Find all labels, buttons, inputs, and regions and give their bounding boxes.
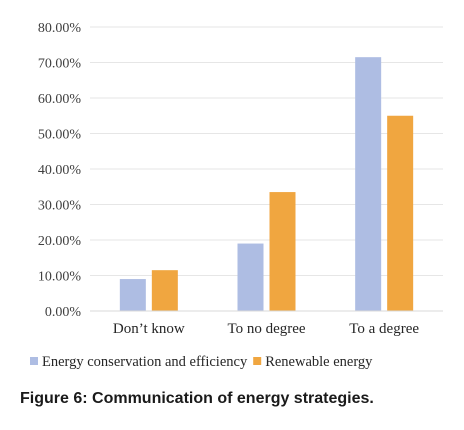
bar-conservation: [237, 243, 264, 311]
bars: [119, 57, 414, 311]
y-tick-label: 80.00%: [38, 21, 82, 36]
bar-chart: 0.00% 10.00% 20.00% 30.00% 40.00% 50.00% 60.00…: [30, 21, 443, 370]
y-tick-label: 60.00%: [38, 92, 82, 107]
legend-swatch: [253, 357, 262, 365]
bar-conservation: [355, 57, 382, 311]
bar-conservation: [119, 279, 146, 311]
y-tick-label: 20.00%: [38, 234, 82, 249]
bar-renewable: [269, 192, 296, 311]
bar-renewable: [387, 115, 414, 311]
y-tick-label: 30.00%: [38, 199, 82, 214]
x-category-label: To no degree: [227, 321, 305, 337]
y-tick-label: 0.00%: [45, 305, 82, 320]
legend-label: Energy conservation and efficiency: [42, 354, 248, 370]
figure-caption: Figure 6: Communication of energy strate…: [20, 390, 374, 407]
bar-renewable: [151, 270, 178, 311]
y-axis-tick-labels: 0.00% 10.00% 20.00% 30.00% 40.00% 50.00% 60.00…: [38, 21, 82, 320]
y-tick-label: 10.00%: [38, 270, 82, 285]
gridlines: [90, 26, 443, 276]
legend-swatch: [30, 357, 38, 365]
y-tick-label: 50.00%: [38, 128, 82, 143]
legend: Energy conservation and efficiency Renewa…: [30, 354, 373, 370]
y-tick-label: 40.00%: [38, 163, 82, 178]
x-category-label: Don’t know: [113, 321, 185, 337]
x-category-label: To a degree: [349, 321, 419, 337]
legend-label: Renewable energy: [265, 354, 373, 370]
y-tick-label: 70.00%: [38, 57, 82, 72]
x-axis-category-labels: Don’t know To no degree To a degree: [113, 321, 419, 337]
